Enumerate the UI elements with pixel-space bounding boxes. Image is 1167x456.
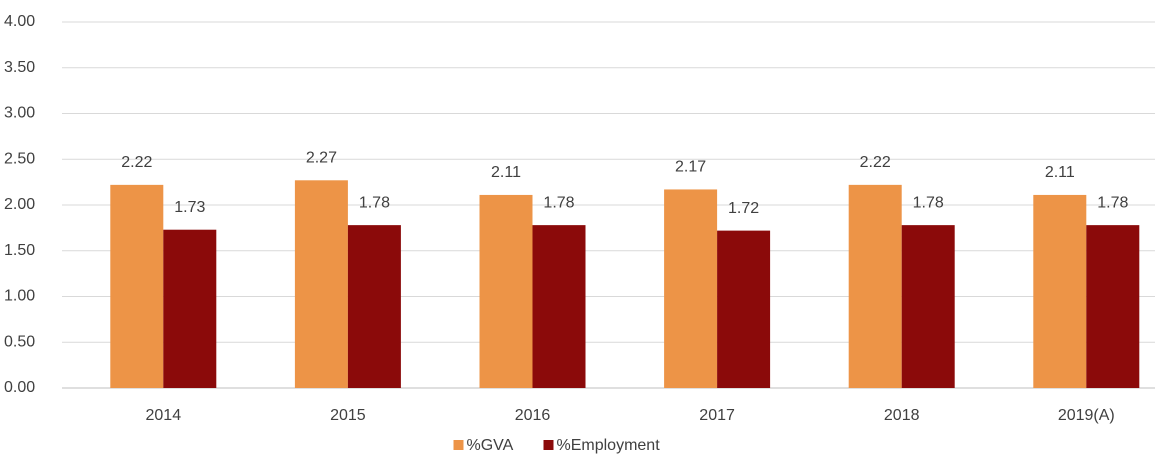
bar bbox=[294, 180, 348, 388]
y-tick-label: 1.00 bbox=[4, 288, 35, 305]
y-tick-label: 0.50 bbox=[4, 333, 35, 350]
bar bbox=[163, 229, 217, 388]
data-label: 1.78 bbox=[359, 194, 390, 211]
data-label: 1.78 bbox=[543, 194, 574, 211]
bar bbox=[717, 230, 771, 388]
data-label: 1.78 bbox=[1097, 194, 1128, 211]
bar bbox=[664, 189, 718, 388]
legend-swatch bbox=[453, 440, 464, 450]
data-label: 1.73 bbox=[174, 199, 205, 216]
y-tick-label: 3.50 bbox=[4, 59, 35, 76]
x-tick-label: 2016 bbox=[515, 407, 551, 424]
data-label: 2.22 bbox=[860, 154, 891, 171]
data-label: 1.78 bbox=[913, 194, 944, 211]
data-label: 2.22 bbox=[121, 154, 152, 171]
x-tick-label: 2017 bbox=[699, 407, 735, 424]
bar bbox=[479, 194, 533, 388]
y-tick-label: 3.00 bbox=[4, 105, 35, 122]
y-tick-label: 2.00 bbox=[4, 196, 35, 213]
y-tick-label: 4.00 bbox=[4, 13, 35, 30]
data-label: 2.17 bbox=[675, 159, 706, 176]
legend-label: %Employment bbox=[557, 437, 661, 454]
bar bbox=[901, 225, 955, 388]
bar bbox=[1086, 225, 1140, 388]
data-label: 2.27 bbox=[306, 150, 337, 167]
data-label: 2.11 bbox=[1045, 164, 1075, 181]
data-label: 1.72 bbox=[728, 200, 759, 217]
legend-swatch bbox=[543, 440, 554, 450]
x-tick-label: 2015 bbox=[330, 407, 366, 424]
bar bbox=[110, 184, 164, 388]
legend-label: %GVA bbox=[467, 437, 514, 454]
data-label: 2.11 bbox=[491, 164, 521, 181]
y-tick-label: 1.50 bbox=[4, 242, 35, 259]
bar bbox=[347, 225, 401, 388]
bar bbox=[1033, 194, 1087, 388]
y-tick-label: 2.50 bbox=[4, 150, 35, 167]
bar bbox=[848, 184, 902, 388]
x-tick-label: 2014 bbox=[146, 407, 182, 424]
x-tick-label: 2018 bbox=[884, 407, 920, 424]
bar bbox=[532, 225, 586, 388]
x-tick-label: 2019(A) bbox=[1058, 407, 1115, 424]
y-tick-label: 0.00 bbox=[4, 379, 35, 396]
